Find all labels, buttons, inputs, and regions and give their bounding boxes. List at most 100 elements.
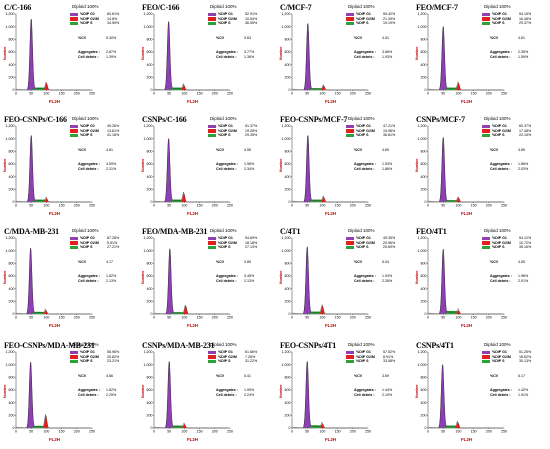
legend-label: %DIP S: [218, 245, 231, 250]
stat-label: Aggregates :: [490, 274, 512, 278]
histogram-outline: [154, 248, 229, 315]
legend-swatch: [346, 359, 354, 364]
stat-label: %CV: [216, 260, 225, 264]
x-tick-label: 150: [197, 430, 203, 434]
legend-label: %DIP G2/M: [356, 240, 375, 245]
panel-title: FEO-CSNPs/MDA-MB-231: [4, 341, 95, 350]
g2m-peak: [319, 423, 326, 428]
stat-value: 2.29%: [106, 393, 117, 397]
y-tick-label: 200: [9, 414, 15, 418]
x-axis-title: FL2H: [187, 437, 198, 442]
y-tick-label: 1,000: [418, 363, 427, 367]
y-tick-label: 1,000: [282, 249, 291, 253]
y-tick-label: 200: [9, 76, 15, 80]
s-phase-area: [168, 87, 184, 90]
stat-label: Cell debris :: [216, 279, 237, 283]
stat-value: 1.91%: [518, 393, 529, 397]
legend-value: 29.35%: [245, 133, 258, 138]
x-tick-label: 50: [167, 204, 171, 208]
legend-label: %DIP S: [356, 133, 369, 138]
y-tick-label: 800: [147, 38, 153, 42]
stat-value: 4.61: [518, 36, 525, 40]
stat-value: 4.17: [106, 260, 113, 264]
legend-label: %DIP G1: [356, 350, 371, 354]
x-axis-title: FL2H: [187, 99, 198, 104]
legend-label: %DIP S: [218, 21, 231, 26]
y-tick-label: 1,000: [282, 137, 291, 141]
stat-value: 1.93%: [382, 274, 393, 278]
x-tick-label: 250: [365, 204, 371, 208]
legend-value: 18.62%: [519, 354, 532, 359]
y-tick-label: 200: [285, 300, 291, 304]
x-tick-label: 0: [15, 204, 17, 208]
diploid-subtitle: Diploid 100%: [210, 228, 237, 233]
y-tick-label: 1,200: [418, 12, 427, 16]
panel-title: C/C-166: [4, 3, 32, 12]
legend-swatch: [346, 129, 354, 133]
stat-label: Aggregates :: [490, 162, 512, 166]
x-tick-label: 0: [291, 204, 293, 208]
legend-value: 54.15%: [519, 12, 532, 16]
y-tick-label: 600: [421, 274, 427, 278]
legend-label: %DIP G1: [218, 12, 233, 16]
y-tick-label: 600: [285, 274, 291, 278]
x-tick-label: 50: [441, 316, 445, 320]
stat-label: Cell debris :: [78, 167, 99, 171]
histogram-outline: [292, 22, 367, 91]
legend-value: 49.35%: [383, 236, 396, 240]
x-tick-label: 150: [197, 316, 203, 320]
histogram-panel: FEO-CSNPs/C-166 Diploid 100% %DIP G1 49.26%…: [2, 114, 134, 222]
stat-label: Cell debris :: [354, 167, 375, 171]
panel-title: C/4T1: [280, 227, 301, 236]
x-tick-label: 200: [212, 430, 218, 434]
stat-value: 1.42%: [518, 388, 529, 392]
g2m-peak: [319, 305, 326, 314]
s-phase-area: [443, 87, 459, 90]
legend-value: 35.16%: [519, 245, 532, 250]
stat-label: Cell debris :: [490, 393, 511, 397]
legend-value: 13.61%: [107, 128, 120, 133]
stat-value: 5.04: [382, 260, 389, 264]
legend-label: %DIP S: [80, 245, 93, 250]
x-tick-label: 200: [486, 316, 492, 320]
legend-value: 52.91%: [245, 12, 258, 16]
s-phase-area: [31, 87, 47, 90]
x-tick-label: 150: [335, 316, 341, 320]
stat-label: Cell debris :: [216, 393, 237, 397]
legend-label: %DIP G2/M: [80, 240, 99, 245]
x-tick-label: 150: [335, 430, 341, 434]
x-tick-label: 250: [89, 92, 95, 96]
legend-swatch: [482, 17, 490, 21]
legend-value: 27.13%: [245, 245, 258, 250]
x-tick-label: 150: [197, 92, 203, 96]
stat-value: 1.96%: [244, 162, 255, 166]
s-phase-area: [307, 311, 323, 314]
x-tick-label: 0: [153, 92, 155, 96]
x-tick-label: 250: [227, 430, 233, 434]
legend-label: %DIP G1: [80, 12, 95, 16]
x-tick-label: 100: [455, 204, 461, 208]
x-axis-title: FL2H: [325, 323, 336, 328]
x-axis-title: FL2H: [461, 437, 472, 442]
stat-value: 2.24%: [244, 393, 255, 397]
y-tick-label: 1,200: [6, 350, 15, 354]
x-tick-label: 100: [455, 316, 461, 320]
g2m-peak: [454, 422, 461, 428]
x-tick-label: 100: [455, 92, 461, 96]
diploid-subtitle: Diploid 100%: [210, 342, 237, 347]
diploid-subtitle: Diploid 100%: [72, 342, 99, 347]
y-tick-label: 800: [285, 262, 291, 266]
legend-swatch: [346, 350, 354, 354]
legend-value: 41.18%: [107, 133, 120, 138]
y-tick-label: 400: [285, 63, 291, 67]
stat-label: Aggregates :: [78, 50, 100, 54]
legend-swatch: [482, 21, 490, 26]
y-tick-label: 0: [151, 312, 153, 316]
legend-label: %DIP G2/M: [356, 128, 375, 133]
x-tick-label: 0: [427, 204, 429, 208]
y-tick-label: 600: [147, 50, 153, 54]
x-tick-label: 200: [350, 316, 356, 320]
legend-swatch: [208, 129, 216, 133]
y-tick-label: 400: [147, 401, 153, 405]
